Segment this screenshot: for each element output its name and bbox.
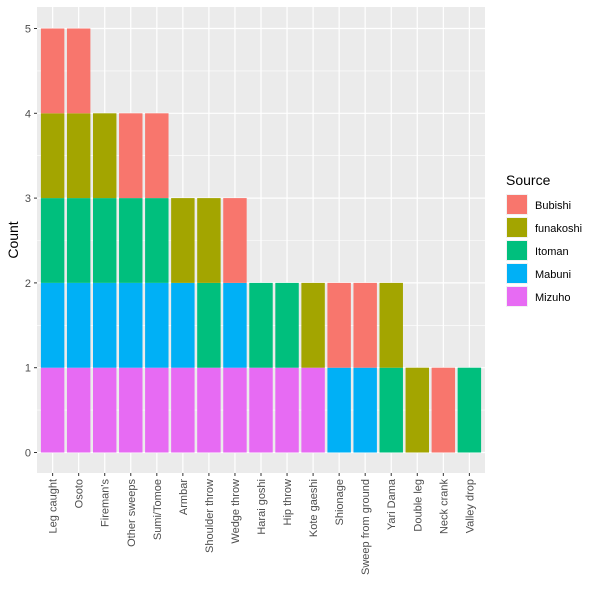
legend-label-mizuho: Mizuho <box>535 292 570 304</box>
legend: Source Bubishi funakoshi Itoman Mabuni Mizuh… <box>506 172 582 307</box>
bar-segment-mizuho <box>145 367 169 453</box>
legend-label-bubishi: Bubishi <box>535 200 571 212</box>
x-tick-label: Shionage <box>334 479 346 526</box>
y-tick-label: 3 <box>25 193 31 205</box>
bar-segment-bubishi <box>223 198 247 283</box>
legend-key-mizuho <box>507 287 527 306</box>
bar-segment-mizuho <box>40 367 65 453</box>
bar-segment-mizuho <box>301 367 325 453</box>
bar-segment-bubishi <box>40 28 65 114</box>
bars <box>40 28 482 453</box>
bar-segment-itoman <box>145 198 169 283</box>
x-tick-label: Hip throw <box>282 479 294 526</box>
bar-segment-mabuni <box>93 282 117 368</box>
bar-segment-itoman <box>457 367 482 453</box>
bar-segment-mizuho <box>249 367 273 453</box>
x-axis: Leg caught Osoto Fireman's Other sweeps Sumi… <box>48 473 476 575</box>
bar-segment-mabuni <box>327 367 351 453</box>
y-tick-label: 4 <box>25 108 31 120</box>
bar-segment-itoman <box>197 282 221 368</box>
legend-key-funakoshi <box>507 218 527 237</box>
bar-segment-itoman <box>93 198 117 283</box>
legend-label-funakoshi: funakoshi <box>535 223 582 235</box>
bar-segment-mizuho <box>223 367 247 453</box>
x-tick-label: Neck crank <box>438 479 450 535</box>
bar-segment-bubishi <box>353 282 377 368</box>
legend-key-mabuni <box>507 264 527 283</box>
bar-segment-mizuho <box>197 367 221 453</box>
y-tick-label: 1 <box>25 363 31 375</box>
x-tick-label: Armbar <box>178 479 190 515</box>
bar-segment-mabuni <box>223 282 247 368</box>
bar-segment-bubishi <box>431 367 456 453</box>
bar-segment-funakoshi <box>405 367 429 453</box>
bar-segment-bubishi <box>66 28 91 114</box>
bar-segment-funakoshi <box>40 113 65 199</box>
bar-segment-funakoshi <box>301 282 325 368</box>
bar-segment-bubishi <box>145 113 169 199</box>
bar-segment-bubishi <box>327 282 351 368</box>
x-tick-label: Kote gaeshi <box>308 479 320 537</box>
bar-segment-mabuni <box>40 282 65 368</box>
legend-key-bubishi <box>507 195 527 214</box>
bar-segment-itoman <box>275 282 299 368</box>
bar-segment-mizuho <box>171 367 195 453</box>
x-tick-label: Double leg <box>412 479 424 532</box>
bar-segment-mizuho <box>119 367 143 453</box>
legend-label-itoman: Itoman <box>535 246 569 258</box>
x-tick-label: Sumi/Tomoe <box>152 479 164 540</box>
bar-segment-itoman <box>119 198 143 283</box>
bar-segment-mizuho <box>66 367 91 453</box>
bar-segment-mabuni <box>171 282 195 368</box>
y-tick-label: 5 <box>25 24 31 36</box>
bar-segment-itoman <box>40 198 65 283</box>
y-tick-label: 0 <box>25 448 31 460</box>
bar-segment-itoman <box>249 282 273 368</box>
legend-label-mabuni: Mabuni <box>535 269 571 281</box>
x-tick-label: Other sweeps <box>126 479 138 547</box>
x-tick-label: Harai goshi <box>256 479 268 535</box>
bar-segment-mizuho <box>275 367 299 453</box>
bar-segment-mabuni <box>145 282 169 368</box>
x-tick-label: Osoto <box>74 479 86 508</box>
y-axis-title: Count <box>5 221 21 258</box>
x-tick-label: Valley drop <box>464 479 476 533</box>
bar-segment-mabuni <box>119 282 143 368</box>
legend-title: Source <box>506 172 551 188</box>
x-tick-label: Leg caught <box>48 479 60 533</box>
x-tick-label: Yari Dama <box>386 478 398 530</box>
y-axis: 0 1 2 3 4 5 <box>25 24 37 460</box>
bar-segment-funakoshi <box>379 282 403 368</box>
bar-segment-funakoshi <box>93 113 117 199</box>
legend-key-itoman <box>507 241 527 260</box>
x-tick-label: Wedge throw <box>230 479 242 544</box>
bar-segment-bubishi <box>119 113 143 199</box>
bar-segment-mabuni <box>66 282 91 368</box>
bar-segment-funakoshi <box>66 113 91 199</box>
bar-segment-funakoshi <box>197 198 221 283</box>
bar-segment-itoman <box>66 198 91 283</box>
x-tick-label: Sweep from ground <box>360 479 372 575</box>
bar-segment-funakoshi <box>171 198 195 283</box>
x-tick-label: Fireman's <box>100 479 112 527</box>
y-tick-label: 2 <box>25 278 31 290</box>
bar-segment-mabuni <box>353 367 377 453</box>
bar-segment-itoman <box>379 367 403 453</box>
x-tick-label: Shoulder throw <box>204 479 216 553</box>
bar-segment-mizuho <box>93 367 117 453</box>
